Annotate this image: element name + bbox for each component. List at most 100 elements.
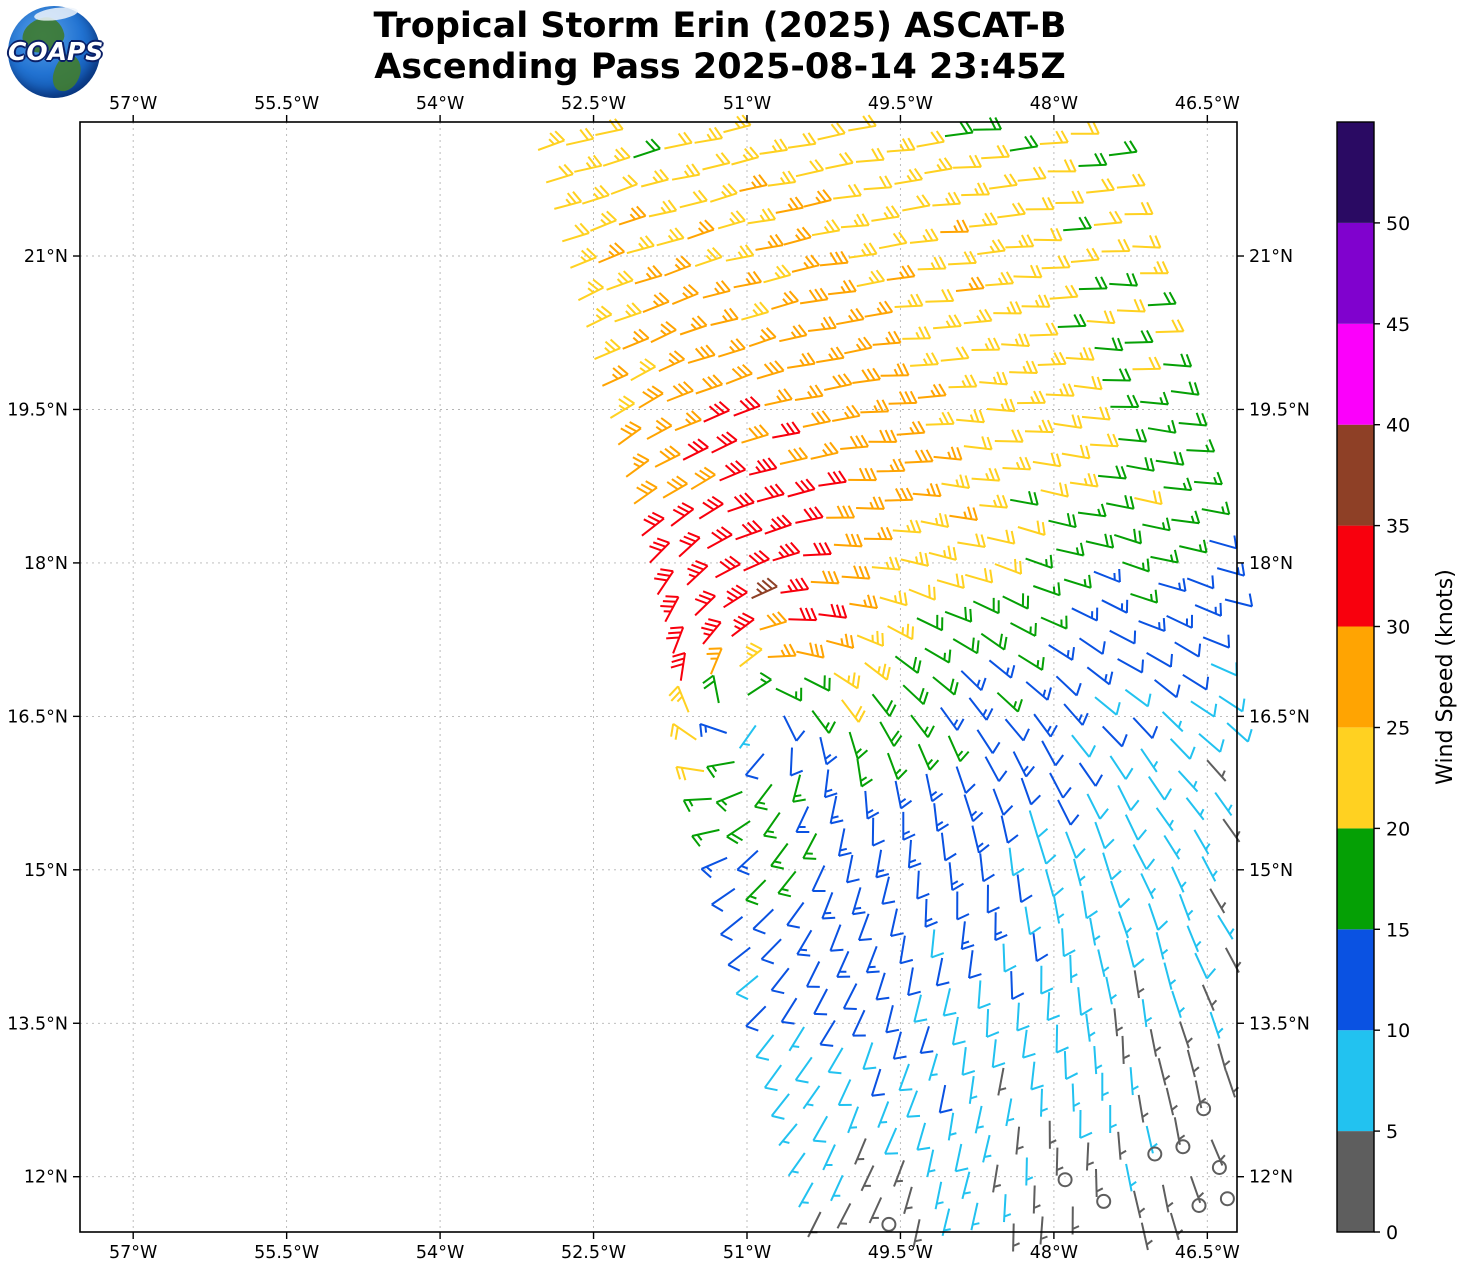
wind-barb bbox=[919, 1025, 934, 1054]
wind-barb bbox=[1214, 792, 1233, 816]
wind-barb bbox=[715, 555, 741, 579]
wind-barb bbox=[1081, 406, 1111, 421]
colorbar-segment bbox=[1337, 1030, 1374, 1132]
wind-barb bbox=[798, 1182, 814, 1208]
wind-barb bbox=[633, 138, 661, 159]
wind-barb bbox=[894, 655, 922, 674]
wind-barb bbox=[1153, 679, 1181, 699]
wind-barb bbox=[754, 783, 773, 811]
wind-barb bbox=[1017, 654, 1045, 671]
wind-barb bbox=[981, 144, 1010, 160]
wind-barb bbox=[1105, 976, 1117, 1005]
wind-barb bbox=[1069, 472, 1099, 488]
wind-barb bbox=[818, 603, 848, 619]
calm-circle bbox=[881, 1216, 897, 1232]
wind-barb bbox=[1201, 856, 1218, 882]
wind-barb bbox=[979, 853, 995, 883]
wind-barb bbox=[1017, 520, 1046, 536]
wind-barb bbox=[823, 769, 838, 799]
wind-barb bbox=[1102, 368, 1132, 382]
title-line-2: Ascending Pass 2025-08-14 23:45Z bbox=[374, 47, 1066, 88]
colorbar-tick-label: 10 bbox=[1386, 1020, 1410, 1042]
wind-barb bbox=[968, 950, 982, 979]
wind-barb bbox=[711, 431, 738, 454]
wind-barb bbox=[590, 210, 617, 232]
wind-barb bbox=[1025, 196, 1055, 211]
wind-barb bbox=[1071, 1206, 1080, 1235]
wind-barb bbox=[679, 189, 708, 209]
wind-barb bbox=[794, 1056, 813, 1084]
wind-barb bbox=[1210, 662, 1238, 677]
wind-barb bbox=[666, 626, 685, 654]
wind-barb bbox=[1049, 772, 1072, 799]
wind-barb bbox=[1094, 696, 1121, 716]
wind-barb bbox=[1147, 419, 1177, 434]
wind-barb bbox=[948, 862, 965, 892]
wind-barb bbox=[741, 301, 770, 321]
wind-barb bbox=[1039, 1216, 1048, 1245]
wind-barb bbox=[1140, 391, 1170, 406]
colorbar-tick-label: 0 bbox=[1386, 1222, 1398, 1244]
wind-barb bbox=[894, 293, 924, 308]
wind-barb bbox=[1202, 634, 1231, 649]
wind-barb bbox=[860, 399, 890, 414]
colorbar-tick-label: 25 bbox=[1386, 718, 1410, 740]
wind-barb bbox=[1078, 152, 1108, 167]
wind-barb bbox=[736, 849, 759, 876]
wind-barb bbox=[788, 607, 818, 622]
wind-barb bbox=[971, 337, 1001, 351]
wind-barb bbox=[709, 183, 738, 203]
wind-barb bbox=[817, 122, 846, 141]
wind-barb bbox=[602, 147, 631, 167]
wind-barb bbox=[1070, 247, 1100, 263]
wind-barb bbox=[902, 811, 916, 841]
y-tick-label-left: 15°N bbox=[24, 861, 68, 881]
wind-barb bbox=[1218, 695, 1246, 713]
wind-barb bbox=[1171, 990, 1185, 1019]
wind-barb bbox=[1078, 276, 1108, 291]
wind-barb bbox=[1106, 494, 1135, 510]
wind-barb bbox=[1086, 310, 1116, 325]
wind-barb bbox=[771, 290, 799, 310]
wind-barb bbox=[829, 924, 844, 952]
wind-barb bbox=[986, 884, 1000, 914]
wind-barb bbox=[783, 715, 806, 742]
y-tick-label-right: 19.5°N bbox=[1249, 400, 1310, 420]
wind-barb bbox=[1206, 759, 1227, 782]
wind-barb bbox=[940, 346, 970, 362]
wind-barb bbox=[717, 210, 746, 230]
wind-barb bbox=[899, 935, 914, 965]
wind-barb bbox=[936, 573, 965, 589]
wind-barb bbox=[810, 441, 839, 460]
wind-barb bbox=[1101, 725, 1128, 748]
wind-barb bbox=[1093, 568, 1121, 583]
wind-barb bbox=[878, 231, 908, 250]
wind-barb bbox=[994, 558, 1023, 575]
colorbar-segment bbox=[1337, 122, 1374, 223]
wind-barb bbox=[1117, 658, 1144, 674]
wind-barb bbox=[1041, 255, 1071, 270]
wind-barb bbox=[947, 1112, 957, 1141]
wind-barb bbox=[1186, 1049, 1200, 1078]
y-tick-label-right: 13.5°N bbox=[1249, 1014, 1310, 1034]
wind-barb bbox=[1094, 337, 1124, 352]
wind-barb bbox=[925, 288, 955, 303]
wind-barb bbox=[904, 449, 934, 464]
wind-barb bbox=[833, 672, 861, 690]
wind-barb bbox=[917, 383, 947, 399]
wind-barb bbox=[803, 542, 832, 557]
wind-barb bbox=[545, 163, 574, 184]
wind-barb bbox=[825, 151, 854, 170]
wind-barb bbox=[725, 244, 755, 262]
wind-barb bbox=[924, 647, 952, 664]
wind-barb bbox=[1037, 351, 1067, 366]
wind-barb bbox=[879, 590, 908, 607]
wind-barb bbox=[646, 417, 673, 440]
wind-barb bbox=[952, 637, 980, 655]
wind-barb bbox=[1209, 888, 1227, 914]
wind-barb bbox=[976, 729, 1001, 754]
wind-barb bbox=[1003, 1194, 1012, 1223]
wind-barb bbox=[1086, 793, 1109, 820]
wind-barb bbox=[889, 908, 904, 937]
wind-barb bbox=[1056, 542, 1085, 557]
